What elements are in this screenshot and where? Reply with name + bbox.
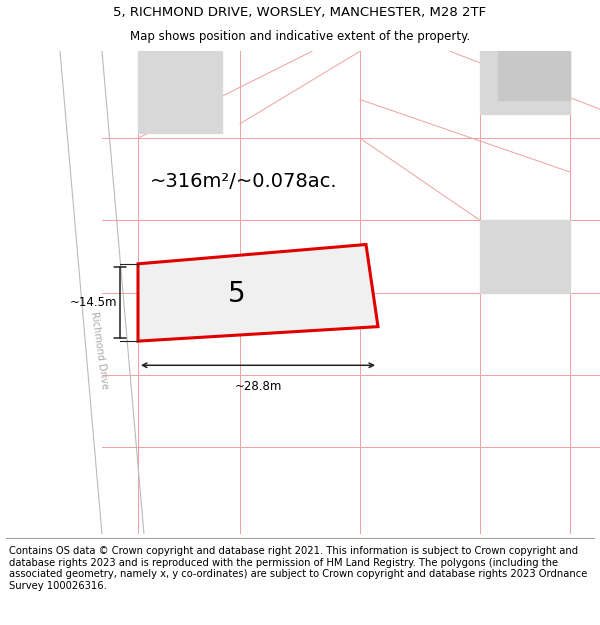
- Polygon shape: [480, 51, 570, 114]
- Text: ~316m²/~0.078ac.: ~316m²/~0.078ac.: [150, 173, 338, 191]
- Polygon shape: [498, 51, 570, 99]
- Polygon shape: [138, 244, 378, 341]
- Text: 5: 5: [228, 280, 246, 308]
- Text: 5, RICHMOND DRIVE, WORSLEY, MANCHESTER, M28 2TF: 5, RICHMOND DRIVE, WORSLEY, MANCHESTER, …: [113, 6, 487, 19]
- Text: Contains OS data © Crown copyright and database right 2021. This information is : Contains OS data © Crown copyright and d…: [9, 546, 587, 591]
- Text: Richmond Drive: Richmond Drive: [89, 311, 109, 390]
- Text: ~14.5m: ~14.5m: [70, 296, 117, 309]
- Text: ~28.8m: ~28.8m: [235, 380, 281, 392]
- Polygon shape: [480, 221, 570, 292]
- Text: Map shows position and indicative extent of the property.: Map shows position and indicative extent…: [130, 31, 470, 43]
- Polygon shape: [138, 51, 222, 133]
